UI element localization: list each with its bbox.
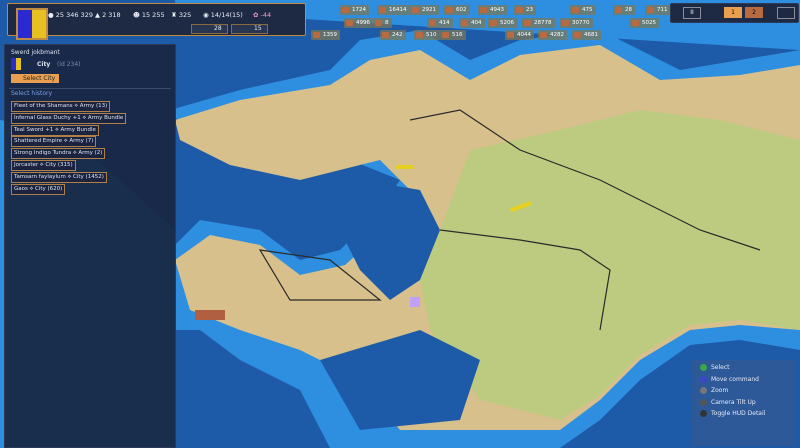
resource-chip[interactable]: 4044 — [505, 30, 534, 40]
history-item[interactable]: Shattered Empire ⟡ Army (7) — [11, 136, 97, 148]
speed-controls: II 1 2 — [670, 3, 799, 23]
history-item[interactable]: Teal Sword +1 ⟡ Army Bundle — [11, 124, 99, 136]
mini-counter-a[interactable]: 28 — [191, 24, 228, 34]
resource-chip[interactable]: 2921 — [410, 5, 439, 15]
resource-chip[interactable]: 28 — [613, 5, 635, 15]
controls-help: Select Move command Zoom Camera Tilt Up Togg… — [692, 360, 796, 446]
help-label: Toggle HUD Detail — [711, 410, 766, 417]
resource-chip[interactable]: 4943 — [478, 5, 507, 15]
history-item[interactable]: Tamsarn faylaylum ⟡ City (1452) — [11, 171, 107, 183]
income-counter: ▲ 2 318 — [95, 11, 121, 19]
selection-panel: Swerd jokbmant City (id 234) Select City… — [4, 44, 176, 448]
resource-chip[interactable]: 30770 — [560, 18, 593, 28]
history-item[interactable]: Gaos ⟡ City (620) — [11, 183, 66, 195]
resource-chip[interactable]: 602 — [444, 5, 470, 15]
camera-button[interactable] — [777, 7, 795, 19]
divider — [9, 88, 171, 89]
resource-chip[interactable]: 516 — [440, 30, 466, 40]
button-glyph-icon — [700, 410, 707, 417]
button-glyph-icon — [700, 375, 707, 383]
resource-chip[interactable]: 28778 — [522, 18, 555, 28]
help-item: Move command — [700, 375, 759, 383]
help-label: Zoom — [711, 387, 729, 394]
resource-chip[interactable]: 1359 — [311, 30, 340, 40]
button-glyph-icon — [700, 398, 707, 406]
help-item: Select — [700, 364, 730, 371]
button-glyph-icon — [700, 387, 707, 394]
units-counter: ♜ 325 — [171, 11, 192, 19]
resource-chip[interactable]: 8 — [373, 18, 392, 28]
history-title: Select history — [11, 90, 53, 97]
help-label: Move command — [711, 375, 759, 383]
resource-chip[interactable]: 16414 — [377, 5, 410, 15]
resource-chip[interactable]: 4996 — [344, 18, 373, 28]
history-item[interactable]: Fleet of the Shamans ⟡ Army (13) — [11, 101, 111, 112]
resource-chip[interactable]: 711 — [645, 5, 671, 15]
turn-value: 14/14(15) — [210, 11, 243, 19]
resource-chip[interactable]: 404 — [459, 18, 485, 28]
selected-flag — [11, 58, 21, 70]
resource-chip[interactable]: 242 — [380, 30, 406, 40]
resource-chip[interactable]: 4681 — [572, 30, 601, 40]
help-item: Camera Tilt Up — [700, 398, 756, 406]
units-value: 325 — [178, 11, 192, 19]
help-item: Toggle HUD Detail — [700, 410, 765, 417]
speed-2-button[interactable]: 2 — [745, 7, 763, 18]
happiness-counter: ✿ -44 — [253, 11, 272, 19]
gold-counter: ● 25 346 329 — [48, 11, 93, 19]
selected-type: City — [37, 61, 51, 68]
pause-button[interactable]: II — [683, 7, 701, 19]
gold-value: 25 346 329 — [55, 11, 93, 19]
selected-id: (id 234) — [57, 61, 81, 68]
empire-hud: ● 25 346 329 ▲ 2 318 ☻ 15 255 ♜ 325 ◉ 14… — [7, 3, 306, 40]
selected-name: Swerd jokbmant — [11, 49, 60, 56]
history-item[interactable]: Jorcaster ⟡ City (315) — [11, 160, 76, 171]
resource-chip[interactable]: 1724 — [340, 5, 369, 15]
mini-counter-b[interactable]: 15 — [231, 24, 268, 34]
select-city-button[interactable]: Select City — [11, 74, 60, 83]
mini-a-value: 28 — [214, 25, 222, 32]
history-item[interactable]: Infernal Glass Duchy +1 ⟡ Army Bundle — [11, 112, 127, 124]
empire-flag[interactable] — [16, 8, 48, 40]
resource-chip[interactable]: 475 — [570, 5, 596, 15]
population-value: 15 255 — [141, 11, 165, 19]
button-glyph-icon — [700, 364, 707, 371]
resource-chip[interactable]: 5206 — [488, 18, 517, 28]
turn-counter: ◉ 14/14(15) — [203, 11, 243, 19]
resource-chip[interactable]: 414 — [427, 18, 453, 28]
income-value: 2 318 — [102, 11, 121, 19]
help-label: Select — [711, 364, 730, 371]
mini-b-value: 15 — [254, 25, 262, 32]
history-item[interactable]: Strong Indigo Tundra ⟡ Army (2) — [11, 148, 106, 160]
population-counter: ☻ 15 255 — [133, 11, 165, 19]
happiness-value: -44 — [260, 11, 272, 19]
speed-1-button[interactable]: 1 — [724, 7, 742, 18]
selected-city-marker[interactable] — [410, 297, 420, 307]
help-item: Zoom — [700, 387, 728, 394]
resource-chip[interactable]: 5025 — [630, 18, 659, 28]
resource-chip[interactable]: 4282 — [538, 30, 567, 40]
help-label: Camera Tilt Up — [711, 398, 756, 406]
resource-chip[interactable]: 510 — [414, 30, 440, 40]
resource-chip[interactable]: 23 — [514, 5, 536, 15]
